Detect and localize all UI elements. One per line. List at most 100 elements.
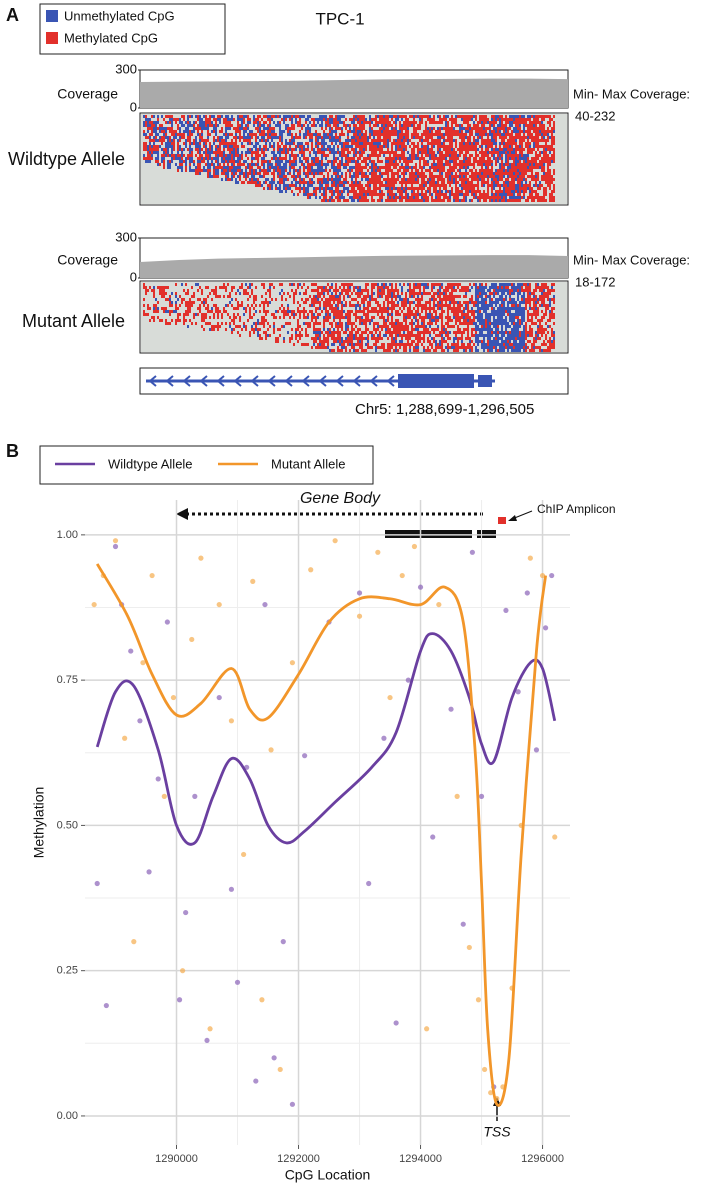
heatmap-cell xyxy=(359,295,361,298)
heatmap-cell xyxy=(381,127,383,130)
heatmap-cell xyxy=(189,307,191,310)
heatmap-cell xyxy=(549,169,551,172)
heatmap-cell xyxy=(313,157,315,160)
heatmap-cell xyxy=(377,115,379,118)
heatmap-cell xyxy=(481,115,483,118)
heatmap-cell xyxy=(329,121,331,124)
heatmap-cell xyxy=(341,343,343,346)
heatmap-cell xyxy=(501,193,503,196)
heatmap-cell xyxy=(225,154,227,157)
heatmap-cell xyxy=(363,124,365,127)
heatmap-cell xyxy=(359,133,361,136)
heatmap-cell xyxy=(423,148,425,151)
heatmap-cell xyxy=(361,322,363,325)
heatmap-cell xyxy=(427,142,429,145)
heatmap-cell xyxy=(309,181,311,184)
heatmap-cell xyxy=(467,178,469,181)
heatmap-cell xyxy=(373,310,375,313)
heatmap-cell xyxy=(331,292,333,295)
heatmap-cell xyxy=(325,142,327,145)
heatmap-cell xyxy=(373,325,375,328)
heatmap-cell xyxy=(375,349,377,352)
heatmap-cell xyxy=(427,163,429,166)
heatmap-cell xyxy=(203,139,205,142)
heatmap-cell xyxy=(415,172,417,175)
heatmap-cell xyxy=(473,172,475,175)
heatmap-cell xyxy=(439,142,441,145)
heatmap-cell xyxy=(271,313,273,316)
heatmap-cell xyxy=(335,295,337,298)
heatmap-cell xyxy=(473,157,475,160)
heatmap-cell xyxy=(501,163,503,166)
heatmap-cell xyxy=(469,118,471,121)
heatmap-cell xyxy=(389,169,391,172)
heatmap-cell xyxy=(317,181,319,184)
heatmap-cell xyxy=(269,142,271,145)
heatmap-cell xyxy=(155,133,157,136)
heatmap-cell xyxy=(413,142,415,145)
heatmap-cell xyxy=(147,154,149,157)
heatmap-cell xyxy=(179,127,181,130)
heatmap-cell xyxy=(469,184,471,187)
heatmap-cell xyxy=(161,124,163,127)
heatmap-cell xyxy=(229,295,231,298)
heatmap-cell xyxy=(341,328,343,331)
heatmap-cell xyxy=(305,316,307,319)
heatmap-cell xyxy=(429,178,431,181)
heatmap-cell xyxy=(297,142,299,145)
heatmap-cell xyxy=(157,157,159,160)
heatmap-cell xyxy=(379,115,381,118)
heatmap-cell xyxy=(553,187,555,190)
heatmap-cell xyxy=(283,115,285,118)
heatmap-cell xyxy=(227,178,229,181)
heatmap-cell xyxy=(179,166,181,169)
heatmap-cell xyxy=(253,307,255,310)
heatmap-cell xyxy=(227,121,229,124)
heatmap-cell xyxy=(359,172,361,175)
heatmap-cell xyxy=(355,193,357,196)
heatmap-cell xyxy=(261,133,263,136)
heatmap-cell xyxy=(463,163,465,166)
heatmap-cell xyxy=(541,136,543,139)
heatmap-cell xyxy=(267,148,269,151)
heatmap-cell xyxy=(323,289,325,292)
heatmap-cell xyxy=(533,115,535,118)
heatmap-cell xyxy=(411,160,413,163)
heatmap-cell xyxy=(223,166,225,169)
heatmap-cell xyxy=(525,118,527,121)
heatmap-cell xyxy=(337,316,339,319)
heatmap-cell xyxy=(463,178,465,181)
heatmap-cell xyxy=(251,283,253,286)
heatmap-cell xyxy=(445,130,447,133)
heatmap-cell xyxy=(543,190,545,193)
heatmap-cell xyxy=(523,184,525,187)
heatmap-cell xyxy=(535,190,537,193)
heatmap-cell xyxy=(521,175,523,178)
heatmap-cell xyxy=(395,121,397,124)
heatmap-cell xyxy=(521,184,523,187)
heatmap-cell xyxy=(245,130,247,133)
heatmap-cell xyxy=(481,193,483,196)
heatmap-cell xyxy=(477,196,479,199)
heatmap-cell xyxy=(411,157,413,160)
heatmap-cell xyxy=(347,292,349,295)
heatmap-cell xyxy=(385,130,387,133)
heatmap-cell xyxy=(437,157,439,160)
heatmap-cell xyxy=(365,139,367,142)
heatmap-cell xyxy=(317,163,319,166)
heatmap-cell xyxy=(497,181,499,184)
heatmap-cell xyxy=(329,151,331,154)
heatmap-cell xyxy=(319,304,321,307)
heatmap-cell xyxy=(351,310,353,313)
heatmap-cell xyxy=(239,160,241,163)
heatmap-cell xyxy=(213,127,215,130)
heatmap-cell xyxy=(235,127,237,130)
heatmap-cell xyxy=(379,172,381,175)
heatmap-cell xyxy=(445,157,447,160)
heatmap-cell xyxy=(263,136,265,139)
heatmap-cell xyxy=(183,289,185,292)
heatmap-cell xyxy=(447,124,449,127)
heatmap-cell xyxy=(507,151,509,154)
heatmap-cell xyxy=(279,130,281,133)
heatmap-cell xyxy=(363,319,365,322)
